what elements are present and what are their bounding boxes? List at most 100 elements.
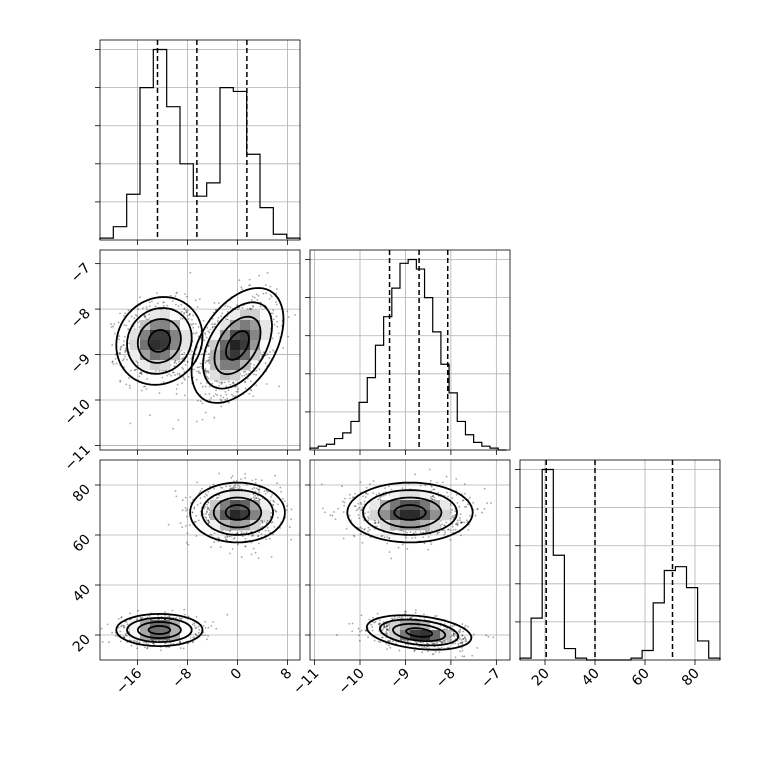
sample-point <box>236 532 239 534</box>
sample-point <box>226 613 229 616</box>
sample-point <box>184 506 187 509</box>
sample-point <box>129 422 132 425</box>
sample-point <box>170 374 173 377</box>
sample-point <box>196 306 199 308</box>
sample-point <box>266 490 269 493</box>
sample-point <box>182 376 185 378</box>
sample-point <box>208 385 211 388</box>
sample-point <box>458 637 461 640</box>
sample-point <box>248 278 251 281</box>
sample-point <box>195 626 198 629</box>
sample-point <box>387 628 389 631</box>
sample-point <box>206 494 208 497</box>
sample-point <box>233 487 236 490</box>
sample-point <box>461 623 464 625</box>
sample-point <box>185 525 187 527</box>
sample-point <box>199 502 202 504</box>
sample-point <box>179 641 182 643</box>
sample-point <box>413 650 416 652</box>
sample-point <box>114 358 117 360</box>
sample-point <box>194 624 196 627</box>
sample-point <box>449 625 452 627</box>
sample-point <box>229 530 231 532</box>
sample-point <box>125 350 127 352</box>
sample-point <box>122 344 125 346</box>
sample-point <box>219 546 222 548</box>
sample-point <box>225 539 228 541</box>
sample-point <box>418 645 421 648</box>
sample-point <box>261 521 264 524</box>
sample-point <box>119 348 122 350</box>
density-cell <box>160 330 171 341</box>
sample-point <box>213 487 215 490</box>
sample-point <box>240 478 242 480</box>
density-cell <box>230 350 241 361</box>
sample-point <box>201 487 203 490</box>
density-cell <box>150 630 161 641</box>
sample-point <box>204 368 207 371</box>
sample-point <box>236 308 239 311</box>
sample-point <box>431 653 434 656</box>
sample-point <box>219 398 222 401</box>
sample-point <box>464 636 466 638</box>
sample-point <box>456 502 459 504</box>
sample-point <box>201 402 204 405</box>
sample-point <box>462 637 464 640</box>
sample-point <box>135 640 138 643</box>
sample-point <box>426 530 429 533</box>
sample-point <box>252 305 255 308</box>
sample-point <box>127 309 130 312</box>
sample-point <box>250 553 253 556</box>
density-cell <box>150 330 161 341</box>
sample-point <box>193 507 196 510</box>
sample-point <box>237 390 240 393</box>
sample-point <box>449 640 451 642</box>
sample-point <box>179 522 182 524</box>
sample-point <box>206 359 209 362</box>
sample-point <box>124 634 127 636</box>
pair-panel-2: −11 −10 −9 −8 −7 <box>290 459 511 698</box>
sample-point <box>459 650 461 653</box>
sample-point <box>205 519 208 521</box>
density-cell <box>250 310 261 321</box>
density-cell <box>150 620 161 631</box>
sample-point <box>221 381 224 384</box>
sample-point <box>220 383 223 385</box>
sample-point <box>255 487 258 490</box>
sample-point <box>244 380 247 383</box>
pair-0-ytick-label: −8 <box>68 306 94 332</box>
sample-point <box>452 529 455 531</box>
sample-point <box>257 488 259 491</box>
sample-point <box>151 300 153 303</box>
marginal-frame-1 <box>309 249 511 451</box>
contour-0-1-0 <box>225 330 250 361</box>
sample-point <box>386 624 388 627</box>
sample-point <box>207 345 210 348</box>
sample-point <box>258 489 260 491</box>
sample-point <box>217 316 220 319</box>
sample-point <box>213 323 216 325</box>
sample-point <box>230 487 232 490</box>
sample-point <box>133 328 136 330</box>
sample-point <box>258 491 260 494</box>
sample-point <box>461 647 463 649</box>
sample-point <box>398 616 401 619</box>
sample-point <box>275 292 278 295</box>
sample-point <box>379 641 382 644</box>
pair-0-ytick-label: −11 <box>62 442 94 474</box>
sample-point <box>188 314 191 317</box>
sample-point <box>204 634 207 636</box>
sample-point <box>185 541 188 544</box>
sample-point <box>163 611 166 613</box>
sample-point <box>383 626 385 629</box>
contour-1-0-0 <box>147 625 172 635</box>
sample-point <box>128 384 131 387</box>
sample-point <box>261 354 264 356</box>
sample-point <box>261 521 264 524</box>
sample-point <box>174 360 176 363</box>
sample-point <box>172 371 174 374</box>
sample-point <box>137 609 139 612</box>
sample-point <box>368 618 371 621</box>
sample-point <box>213 416 216 419</box>
sample-point <box>274 510 277 513</box>
